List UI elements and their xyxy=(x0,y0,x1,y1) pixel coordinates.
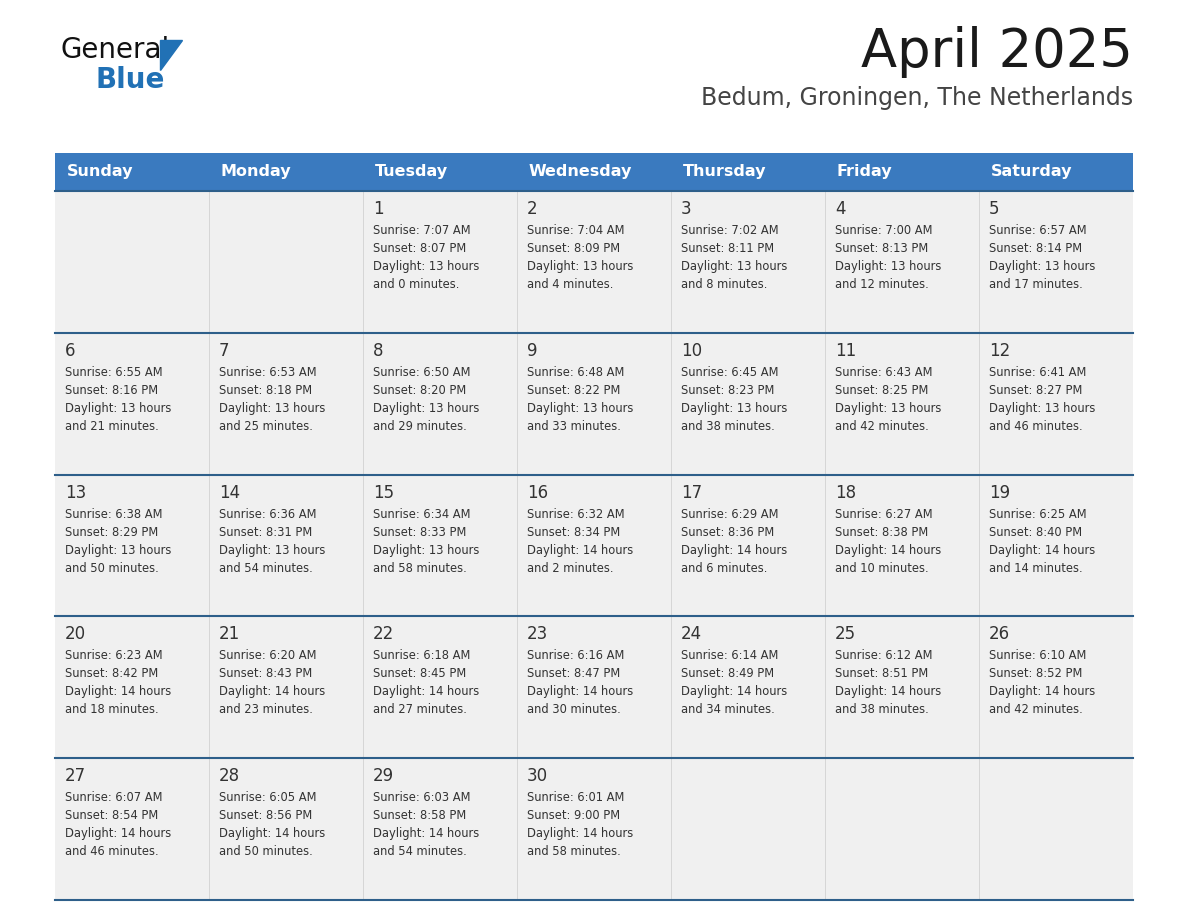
Text: 13: 13 xyxy=(65,484,87,501)
Text: Saturday: Saturday xyxy=(991,164,1073,180)
Text: 12: 12 xyxy=(988,341,1010,360)
Text: Sunrise: 6:55 AM
Sunset: 8:16 PM
Daylight: 13 hours
and 21 minutes.: Sunrise: 6:55 AM Sunset: 8:16 PM Dayligh… xyxy=(65,365,171,432)
Text: 22: 22 xyxy=(373,625,394,644)
Text: Sunrise: 6:50 AM
Sunset: 8:20 PM
Daylight: 13 hours
and 29 minutes.: Sunrise: 6:50 AM Sunset: 8:20 PM Dayligh… xyxy=(373,365,480,432)
Text: 17: 17 xyxy=(681,484,702,501)
Text: Sunrise: 6:10 AM
Sunset: 8:52 PM
Daylight: 14 hours
and 42 minutes.: Sunrise: 6:10 AM Sunset: 8:52 PM Dayligh… xyxy=(988,649,1095,716)
Text: General: General xyxy=(61,36,169,64)
Text: 30: 30 xyxy=(527,767,548,785)
Bar xyxy=(55,191,1133,333)
Text: 11: 11 xyxy=(835,341,857,360)
Bar xyxy=(671,153,824,191)
Text: 9: 9 xyxy=(527,341,537,360)
Text: Sunrise: 6:16 AM
Sunset: 8:47 PM
Daylight: 14 hours
and 30 minutes.: Sunrise: 6:16 AM Sunset: 8:47 PM Dayligh… xyxy=(527,649,633,716)
Bar xyxy=(979,153,1133,191)
Bar xyxy=(55,475,1133,616)
Text: 28: 28 xyxy=(219,767,240,785)
Text: Sunrise: 7:00 AM
Sunset: 8:13 PM
Daylight: 13 hours
and 12 minutes.: Sunrise: 7:00 AM Sunset: 8:13 PM Dayligh… xyxy=(835,224,941,291)
Bar xyxy=(55,616,1133,758)
Bar xyxy=(209,153,364,191)
Text: 26: 26 xyxy=(988,625,1010,644)
Text: 6: 6 xyxy=(65,341,76,360)
Text: 24: 24 xyxy=(681,625,702,644)
Text: 1: 1 xyxy=(373,200,384,218)
Text: Sunrise: 7:07 AM
Sunset: 8:07 PM
Daylight: 13 hours
and 0 minutes.: Sunrise: 7:07 AM Sunset: 8:07 PM Dayligh… xyxy=(373,224,480,291)
Text: Sunrise: 6:23 AM
Sunset: 8:42 PM
Daylight: 14 hours
and 18 minutes.: Sunrise: 6:23 AM Sunset: 8:42 PM Dayligh… xyxy=(65,649,171,716)
Text: Sunrise: 6:03 AM
Sunset: 8:58 PM
Daylight: 14 hours
and 54 minutes.: Sunrise: 6:03 AM Sunset: 8:58 PM Dayligh… xyxy=(373,791,479,858)
Text: 8: 8 xyxy=(373,341,384,360)
Text: Wednesday: Wednesday xyxy=(529,164,632,180)
Text: Sunrise: 6:53 AM
Sunset: 8:18 PM
Daylight: 13 hours
and 25 minutes.: Sunrise: 6:53 AM Sunset: 8:18 PM Dayligh… xyxy=(219,365,326,432)
Text: Sunrise: 6:34 AM
Sunset: 8:33 PM
Daylight: 13 hours
and 58 minutes.: Sunrise: 6:34 AM Sunset: 8:33 PM Dayligh… xyxy=(373,508,480,575)
Text: Sunrise: 6:43 AM
Sunset: 8:25 PM
Daylight: 13 hours
and 42 minutes.: Sunrise: 6:43 AM Sunset: 8:25 PM Dayligh… xyxy=(835,365,941,432)
Text: 21: 21 xyxy=(219,625,240,644)
Bar xyxy=(364,153,517,191)
Text: Sunrise: 6:29 AM
Sunset: 8:36 PM
Daylight: 14 hours
and 6 minutes.: Sunrise: 6:29 AM Sunset: 8:36 PM Dayligh… xyxy=(681,508,788,575)
Text: Sunrise: 6:18 AM
Sunset: 8:45 PM
Daylight: 14 hours
and 27 minutes.: Sunrise: 6:18 AM Sunset: 8:45 PM Dayligh… xyxy=(373,649,479,716)
Text: Sunrise: 6:38 AM
Sunset: 8:29 PM
Daylight: 13 hours
and 50 minutes.: Sunrise: 6:38 AM Sunset: 8:29 PM Dayligh… xyxy=(65,508,171,575)
Text: 15: 15 xyxy=(373,484,394,501)
Text: 23: 23 xyxy=(527,625,548,644)
Bar xyxy=(517,153,671,191)
Text: Sunrise: 6:45 AM
Sunset: 8:23 PM
Daylight: 13 hours
and 38 minutes.: Sunrise: 6:45 AM Sunset: 8:23 PM Dayligh… xyxy=(681,365,788,432)
Text: 19: 19 xyxy=(988,484,1010,501)
Text: Sunrise: 6:27 AM
Sunset: 8:38 PM
Daylight: 14 hours
and 10 minutes.: Sunrise: 6:27 AM Sunset: 8:38 PM Dayligh… xyxy=(835,508,941,575)
Polygon shape xyxy=(160,40,182,70)
Text: Bedum, Groningen, The Netherlands: Bedum, Groningen, The Netherlands xyxy=(701,86,1133,110)
Text: Sunrise: 6:41 AM
Sunset: 8:27 PM
Daylight: 13 hours
and 46 minutes.: Sunrise: 6:41 AM Sunset: 8:27 PM Dayligh… xyxy=(988,365,1095,432)
Text: Blue: Blue xyxy=(95,66,164,94)
Text: Sunrise: 6:25 AM
Sunset: 8:40 PM
Daylight: 14 hours
and 14 minutes.: Sunrise: 6:25 AM Sunset: 8:40 PM Dayligh… xyxy=(988,508,1095,575)
Bar xyxy=(55,153,209,191)
Text: 3: 3 xyxy=(681,200,691,218)
Text: Monday: Monday xyxy=(221,164,291,180)
Text: Sunrise: 7:04 AM
Sunset: 8:09 PM
Daylight: 13 hours
and 4 minutes.: Sunrise: 7:04 AM Sunset: 8:09 PM Dayligh… xyxy=(527,224,633,291)
Text: 18: 18 xyxy=(835,484,857,501)
Text: Sunrise: 6:20 AM
Sunset: 8:43 PM
Daylight: 14 hours
and 23 minutes.: Sunrise: 6:20 AM Sunset: 8:43 PM Dayligh… xyxy=(219,649,326,716)
Text: Sunday: Sunday xyxy=(67,164,133,180)
Text: Sunrise: 6:12 AM
Sunset: 8:51 PM
Daylight: 14 hours
and 38 minutes.: Sunrise: 6:12 AM Sunset: 8:51 PM Dayligh… xyxy=(835,649,941,716)
Text: 2: 2 xyxy=(527,200,538,218)
Text: 29: 29 xyxy=(373,767,394,785)
Bar xyxy=(55,333,1133,475)
Text: Sunrise: 6:36 AM
Sunset: 8:31 PM
Daylight: 13 hours
and 54 minutes.: Sunrise: 6:36 AM Sunset: 8:31 PM Dayligh… xyxy=(219,508,326,575)
Text: 5: 5 xyxy=(988,200,999,218)
Text: 10: 10 xyxy=(681,341,702,360)
Text: Sunrise: 6:05 AM
Sunset: 8:56 PM
Daylight: 14 hours
and 50 minutes.: Sunrise: 6:05 AM Sunset: 8:56 PM Dayligh… xyxy=(219,791,326,858)
Text: Sunrise: 6:07 AM
Sunset: 8:54 PM
Daylight: 14 hours
and 46 minutes.: Sunrise: 6:07 AM Sunset: 8:54 PM Dayligh… xyxy=(65,791,171,858)
Text: 20: 20 xyxy=(65,625,86,644)
Text: Sunrise: 7:02 AM
Sunset: 8:11 PM
Daylight: 13 hours
and 8 minutes.: Sunrise: 7:02 AM Sunset: 8:11 PM Dayligh… xyxy=(681,224,788,291)
Text: 4: 4 xyxy=(835,200,846,218)
Text: 25: 25 xyxy=(835,625,857,644)
Text: 16: 16 xyxy=(527,484,548,501)
Text: Thursday: Thursday xyxy=(683,164,766,180)
Text: Sunrise: 6:14 AM
Sunset: 8:49 PM
Daylight: 14 hours
and 34 minutes.: Sunrise: 6:14 AM Sunset: 8:49 PM Dayligh… xyxy=(681,649,788,716)
Text: Sunrise: 6:48 AM
Sunset: 8:22 PM
Daylight: 13 hours
and 33 minutes.: Sunrise: 6:48 AM Sunset: 8:22 PM Dayligh… xyxy=(527,365,633,432)
Text: 14: 14 xyxy=(219,484,240,501)
Text: 27: 27 xyxy=(65,767,86,785)
Text: Sunrise: 6:32 AM
Sunset: 8:34 PM
Daylight: 14 hours
and 2 minutes.: Sunrise: 6:32 AM Sunset: 8:34 PM Dayligh… xyxy=(527,508,633,575)
Text: 7: 7 xyxy=(219,341,229,360)
Text: Sunrise: 6:57 AM
Sunset: 8:14 PM
Daylight: 13 hours
and 17 minutes.: Sunrise: 6:57 AM Sunset: 8:14 PM Dayligh… xyxy=(988,224,1095,291)
Text: April 2025: April 2025 xyxy=(861,26,1133,78)
Bar xyxy=(55,758,1133,900)
Bar xyxy=(824,153,979,191)
Text: Tuesday: Tuesday xyxy=(375,164,448,180)
Text: Friday: Friday xyxy=(838,164,892,180)
Text: Sunrise: 6:01 AM
Sunset: 9:00 PM
Daylight: 14 hours
and 58 minutes.: Sunrise: 6:01 AM Sunset: 9:00 PM Dayligh… xyxy=(527,791,633,858)
